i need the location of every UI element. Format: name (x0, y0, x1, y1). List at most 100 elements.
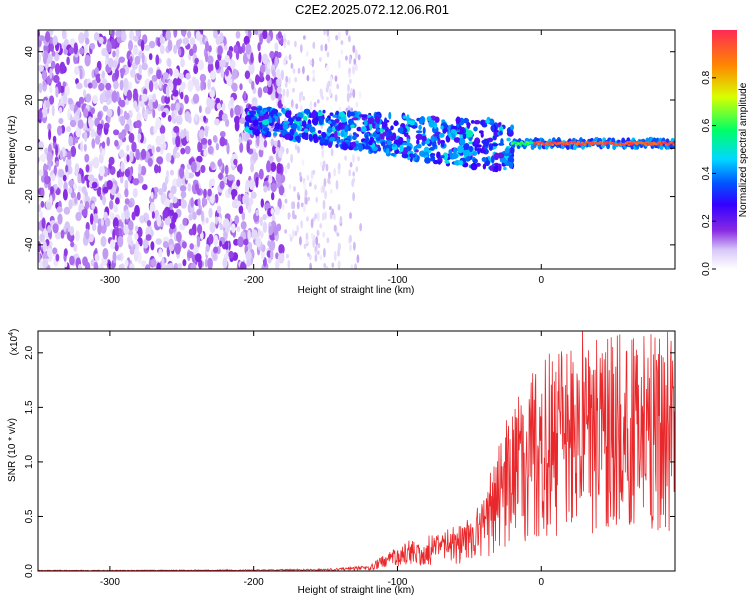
spectrogram-cell (312, 69, 315, 75)
spectrogram-cell (441, 119, 446, 123)
spectrogram-cell (137, 133, 142, 141)
snr-axes: -300 -200 -100 0 0.0 0.5 1.0 1.5 2.0 (24, 331, 675, 588)
spectrogram-cell (239, 142, 244, 153)
spectrogram-cell (62, 93, 68, 105)
spectrogram-cell (314, 245, 318, 252)
spectrogram-cell (358, 143, 363, 152)
spectrogram-cell (126, 89, 133, 101)
snr-ylabel: SNR (10 * v/v) (7, 418, 18, 482)
spectrogram-cell (43, 45, 49, 53)
spectrogram-cell (270, 182, 277, 193)
spectrogram-cell (221, 103, 226, 112)
spectrogram-cell (166, 170, 169, 177)
spectrogram-cell (170, 103, 175, 112)
spectrogram-cell (135, 148, 140, 161)
spectrogram-cell (247, 197, 254, 206)
spectrogram-cell (207, 188, 212, 197)
spectrogram-cell (158, 77, 162, 89)
spectrogram-cell (284, 198, 288, 204)
spectrogram-cell (129, 150, 134, 163)
spectrogram-cell (104, 217, 111, 227)
spectrogram-cell (97, 123, 104, 130)
spectrogram-cell (73, 183, 78, 190)
spectrogram-cell (204, 51, 209, 63)
spectrogram-xlabel: Height of straight line (km) (298, 285, 415, 296)
spectrogram-cell (319, 223, 323, 229)
x-tick-label: -300 (100, 577, 120, 588)
spectrogram-cell (156, 262, 161, 269)
spectrogram-cell (313, 101, 317, 108)
spectrogram-cell (161, 111, 167, 118)
spectrogram-cell (363, 145, 371, 150)
spectrogram-cell (250, 106, 258, 111)
spectrogram-cell (162, 72, 169, 80)
spectrogram-cell (278, 150, 283, 159)
spectrogram-cell (394, 149, 400, 155)
spectrogram-cell (49, 86, 53, 93)
spectrogram-cell (488, 143, 493, 151)
spectrogram-cell (260, 198, 264, 208)
spectrogram-cell (140, 39, 145, 52)
spectrogram-cell (240, 221, 247, 230)
spectrogram-cell (355, 166, 359, 173)
spectrogram-cell (230, 108, 234, 118)
spectrogram-cell (491, 124, 495, 133)
spectrogram-cell (572, 144, 577, 151)
spectrogram-cell (176, 115, 180, 125)
spectrogram-cell (74, 66, 80, 75)
spectrogram-cell (324, 190, 327, 200)
spectrogram-cell (312, 134, 318, 141)
spectrogram-cell (203, 115, 207, 123)
spectrogram-cell (328, 88, 332, 97)
spectrogram-cell (301, 120, 307, 128)
spectrogram-cell (270, 249, 274, 261)
spectrogram-cell (309, 100, 313, 111)
spectrogram-cell (205, 40, 209, 52)
spectrogram-cell (142, 184, 148, 191)
spectrogram-cell (124, 198, 130, 205)
spectrogram-cell (274, 56, 279, 68)
spectrogram-cell (156, 146, 161, 153)
spectrogram-cell (426, 116, 432, 122)
spectrogram-cell (125, 180, 129, 188)
spectrogram-cell (77, 119, 84, 129)
spectrogram-cell (102, 105, 109, 112)
spectrogram-cell (100, 218, 104, 227)
spectrogram-cell (302, 96, 306, 101)
spectrogram-cell (476, 144, 482, 148)
spectrogram-cell (38, 241, 42, 253)
spectrogram-cell (49, 95, 55, 105)
spectrogram-cell (327, 120, 332, 125)
spectrogram-cell (299, 175, 303, 183)
spectrogram-cell (189, 37, 196, 46)
spectrogram-cell (321, 95, 324, 100)
spectrogram-cell (124, 188, 129, 198)
spectrogram-cell (202, 198, 208, 207)
spectrogram-cell (247, 241, 253, 251)
spectrogram-cell (357, 54, 361, 61)
spectrogram-cell (102, 195, 106, 206)
spectrogram-cell (337, 169, 341, 175)
spectrogram-cell (155, 54, 160, 66)
spectrogram-cell (416, 139, 420, 145)
spectrogram-cell (75, 136, 79, 144)
spectrogram-cell (434, 116, 440, 123)
spectrogram-cell (238, 136, 242, 144)
spectrogram-cell (491, 143, 499, 147)
spectrogram-cell (287, 39, 290, 46)
spectrogram-cell (311, 118, 317, 124)
spectrogram-cell (299, 236, 302, 246)
spectrogram-cell (173, 68, 180, 79)
spectrogram-cell (352, 88, 356, 99)
spectrogram-cell (38, 82, 43, 94)
spectrogram-cell (63, 48, 68, 55)
spectrogram-cell (286, 253, 289, 259)
spectrogram-cell (258, 168, 264, 180)
spectrogram-cell (216, 205, 222, 214)
spectrogram-cell (45, 31, 51, 43)
spectrogram-cell (331, 119, 336, 126)
spectrogram-cell (128, 220, 134, 231)
spectrogram-cell (448, 132, 452, 138)
spectrogram-cell (344, 124, 349, 133)
spectrogram-cell (114, 139, 119, 147)
